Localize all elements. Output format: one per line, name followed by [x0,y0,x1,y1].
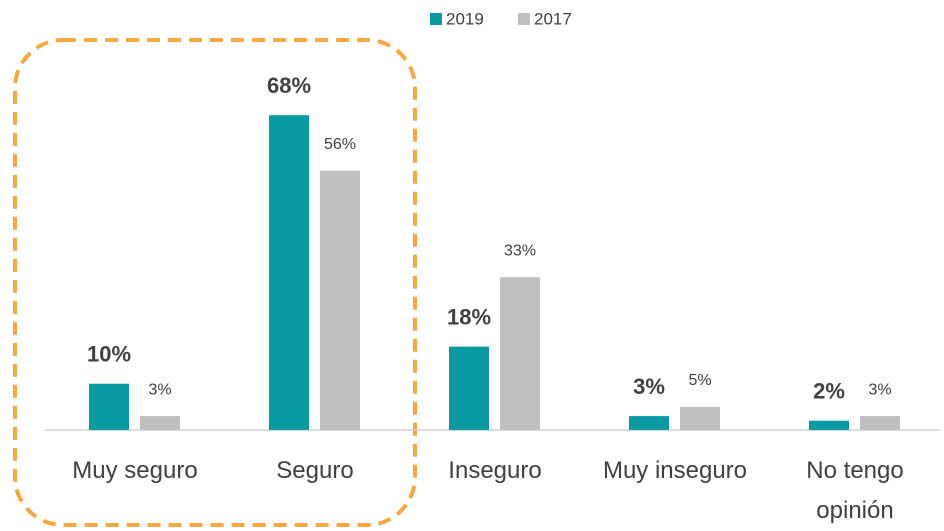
data-label: 3% [633,374,665,399]
data-label: 68% [267,73,311,98]
data-label: 3% [868,381,891,398]
x-tick-label: Muy inseguro [602,457,748,484]
legend-label: 2019 [446,9,484,28]
bar [269,115,309,430]
bar [680,406,720,430]
data-label: 56% [324,136,356,153]
legend-label: 2017 [534,9,572,28]
x-tick-label: Inseguro [448,457,542,484]
x-tick-label: Muy seguro [72,457,198,484]
legend-swatch [518,13,530,25]
bar [449,346,489,430]
bar [809,420,849,430]
bar [500,277,540,430]
legend-swatch [430,13,442,25]
bar [140,416,180,430]
data-label: 5% [688,372,711,389]
bar [860,416,900,430]
bar [629,416,669,430]
data-label: 18% [447,304,491,329]
bar [89,383,129,430]
x-tick-label: Seguro [276,457,354,484]
data-label: 3% [148,381,171,398]
data-label: 2% [813,379,845,404]
data-label: 10% [87,342,131,367]
x-tick-label: No tengo opinión [806,457,904,524]
data-label: 33% [504,242,536,259]
bar [320,170,360,430]
highlight-box [13,38,417,527]
